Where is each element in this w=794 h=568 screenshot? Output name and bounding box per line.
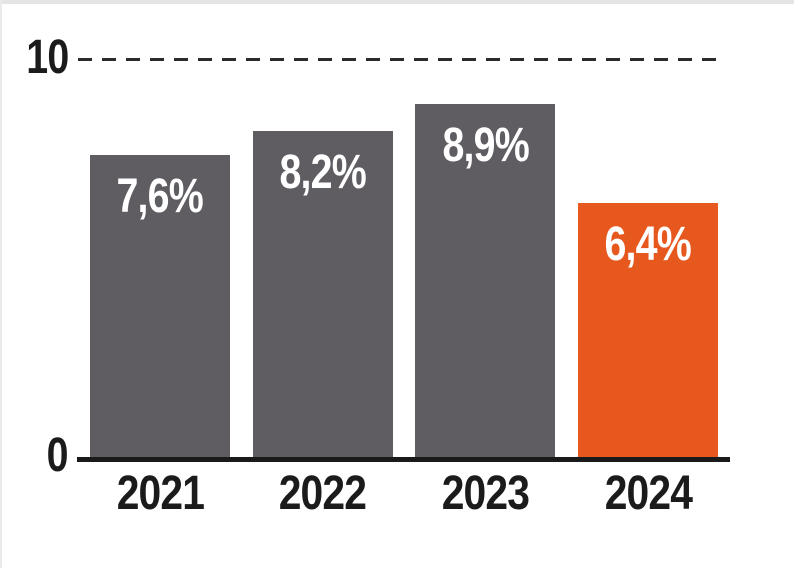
frame-left-border xyxy=(0,0,2,568)
bar-value-label: 7,6% xyxy=(116,170,204,224)
x-tick-value: 2022 xyxy=(279,467,367,520)
bar-2022: 8,2% xyxy=(252,131,393,457)
bar-2023: 8,9% xyxy=(415,103,556,457)
frame-top-border xyxy=(0,0,794,4)
bar-value-label: 8,9% xyxy=(442,118,529,172)
bar-2024: 6,4% xyxy=(578,202,719,457)
y-tick-label-10: 10 xyxy=(0,31,69,84)
y-tick-value: 10 xyxy=(25,31,69,84)
x-tick-label-2024: 2024 xyxy=(578,470,718,518)
x-tick-label-2022: 2022 xyxy=(253,470,393,518)
bar-value-label: 8,2% xyxy=(279,146,366,200)
y-tick-label-0: 0 xyxy=(0,429,69,482)
gridline-10 xyxy=(78,58,721,61)
bar-value-label: 6,4% xyxy=(604,217,692,271)
x-tick-value: 2021 xyxy=(116,467,204,520)
x-tick-label-2021: 2021 xyxy=(90,470,230,518)
y-tick-value: 0 xyxy=(46,429,69,482)
bar-2021: 7,6% xyxy=(90,155,230,457)
x-axis-line xyxy=(77,457,730,462)
x-tick-value: 2024 xyxy=(604,467,692,520)
x-tick-value: 2023 xyxy=(441,467,530,520)
x-tick-label-2023: 2023 xyxy=(415,470,555,518)
